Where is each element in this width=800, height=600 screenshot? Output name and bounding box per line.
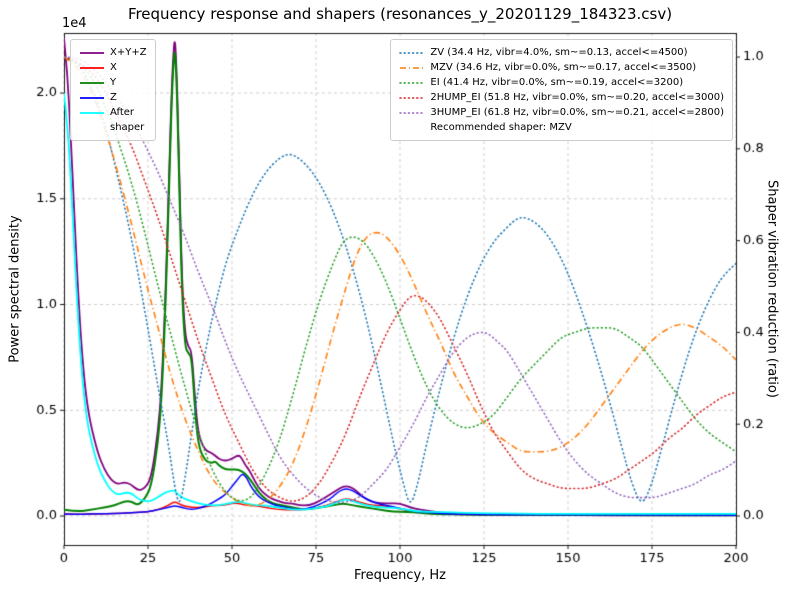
line-swatch-icon	[80, 82, 104, 84]
legend-item-2hump-ei: 2HUMP_EI (51.8 Hz, vibr=0.0%, sm~=0.20, …	[399, 90, 724, 105]
legend-item-3hump-ei: 3HUMP_EI (61.8 Hz, vibr=0.0%, sm~=0.21, …	[399, 105, 724, 120]
line-swatch-icon	[399, 52, 426, 54]
legend-item-label: ZV (34.4 Hz, vibr=4.0%, sm~=0.13, accel<…	[430, 47, 688, 58]
line-swatch-icon	[80, 52, 104, 54]
legend-item-label: After shaper	[110, 107, 145, 133]
line-swatch-icon	[399, 97, 426, 99]
legend-item-xyz: X+Y+Z	[79, 45, 147, 60]
legend-shapers: ZV (34.4 Hz, vibr=4.0%, sm~=0.13, accel<…	[390, 39, 733, 141]
legend-item-label: EI (41.4 Hz, vibr=0.0%, sm~=0.19, accel<…	[430, 77, 684, 88]
x-axis-label: Frequency, Hz	[353, 568, 447, 583]
legend-item-label: Y	[110, 77, 117, 88]
line-swatch-icon	[80, 112, 104, 114]
chart-title: Frequency response and shapers (resonanc…	[127, 5, 673, 23]
line-swatch-icon	[400, 67, 425, 69]
legend-item-x: X	[79, 60, 147, 75]
line-swatch-icon	[80, 67, 104, 69]
y-axis-left-label: Power spectral density	[7, 215, 23, 363]
y-axis-offset-label: 1e4	[62, 16, 87, 31]
legend-psd: X+Y+Z X Y Z After shaper	[70, 39, 156, 141]
legend-item-ei: EI (41.4 Hz, vibr=0.0%, sm~=0.19, accel<…	[399, 75, 724, 90]
legend-item-label: 2HUMP_EI (51.8 Hz, vibr=0.0%, sm~=0.20, …	[430, 92, 724, 103]
legend-item-mzv: MZV (34.6 Hz, vibr=0.0%, sm~=0.17, accel…	[399, 60, 724, 75]
legend-item-z: Z	[79, 90, 147, 105]
legend-item-label: 3HUMP_EI (61.8 Hz, vibr=0.0%, sm~=0.21, …	[430, 107, 724, 118]
legend-item-label: MZV (34.6 Hz, vibr=0.0%, sm~=0.17, accel…	[430, 62, 697, 73]
legend-item-label: Z	[110, 92, 117, 103]
legend-item-label: X+Y+Z	[110, 47, 147, 58]
legend-item-zv: ZV (34.4 Hz, vibr=4.0%, sm~=0.13, accel<…	[399, 45, 724, 60]
line-swatch-icon	[399, 82, 426, 84]
line-swatch-icon	[80, 97, 104, 99]
y-axis-right-label: Shaper vibration reduction (ratio)	[764, 180, 780, 398]
legend-item-y: Y	[79, 75, 147, 90]
legend-item-after-shaper: After shaper	[79, 105, 147, 135]
recommended-shaper-note: Recommended shaper: MZV	[430, 122, 572, 133]
legend-item-label: X	[110, 62, 117, 73]
line-swatch-icon	[399, 112, 426, 114]
